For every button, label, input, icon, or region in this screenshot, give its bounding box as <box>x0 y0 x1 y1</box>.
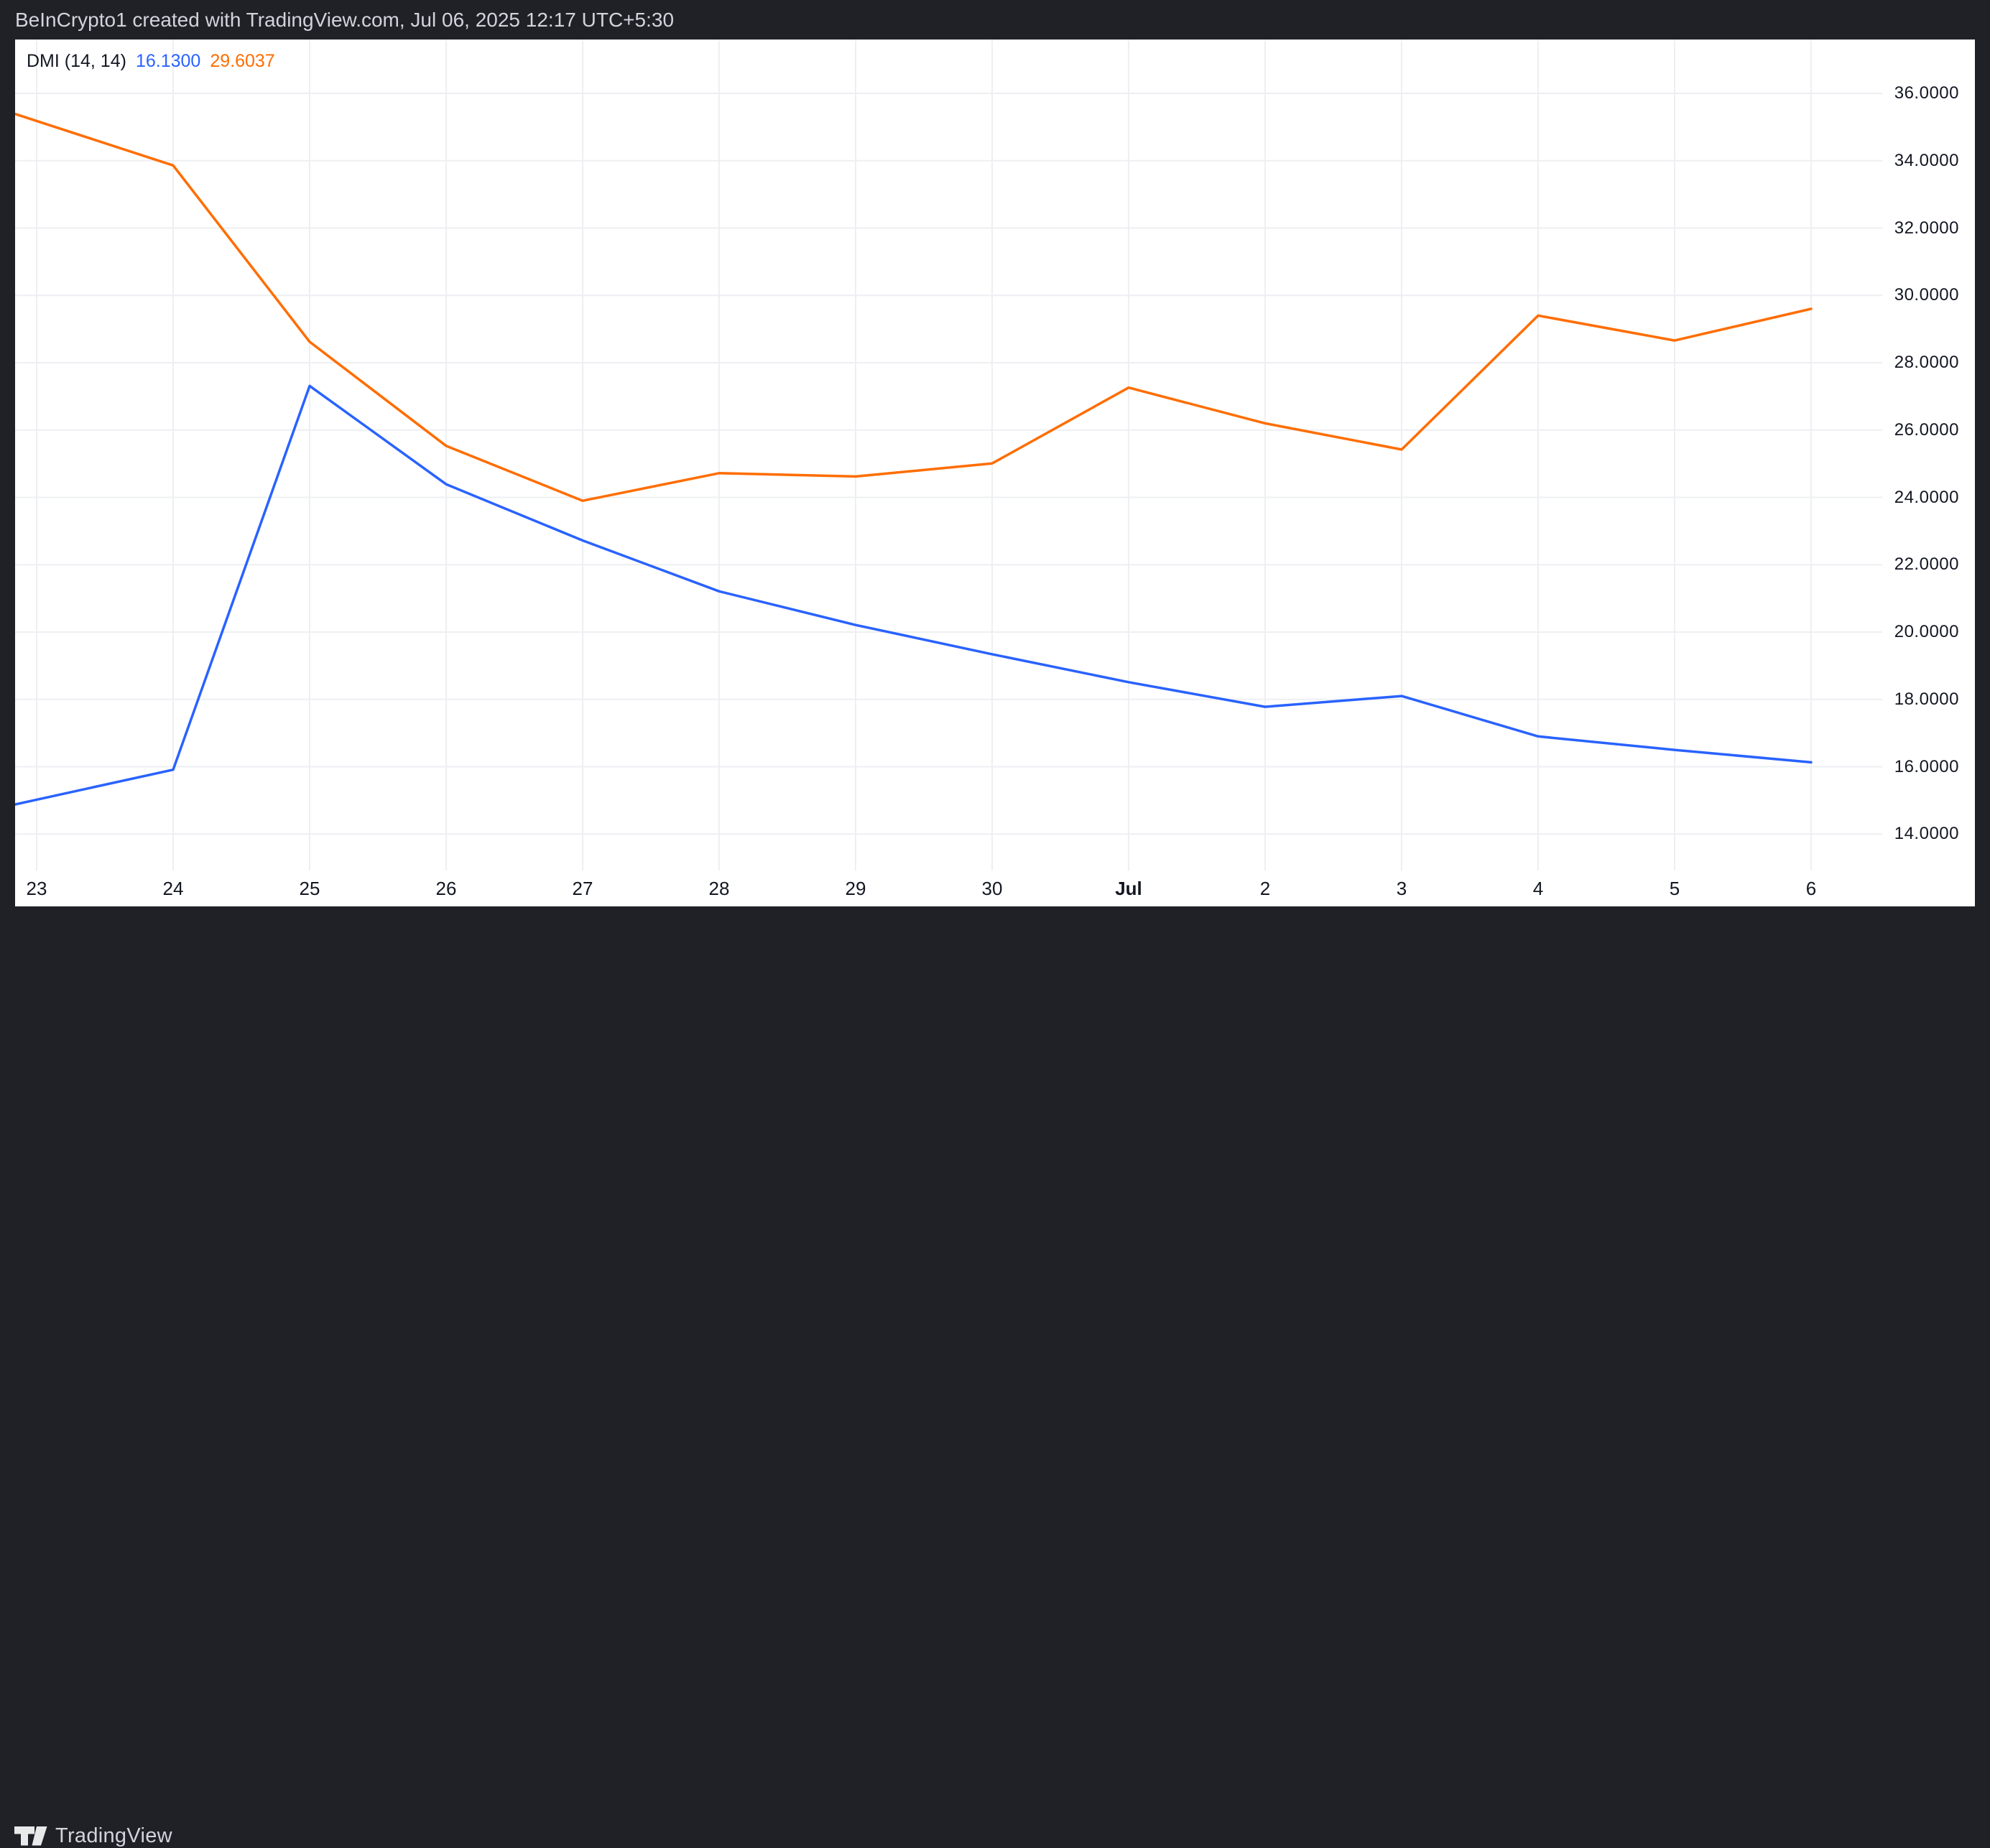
time-label: 5 <box>1669 878 1680 899</box>
price-label: 34.0000 <box>1894 150 1959 170</box>
header-attribution-text: BeInCrypto1 created with TradingView.com… <box>15 9 675 31</box>
chart-pane[interactable]: DMI (14, 14) 16.1300 29.6037 36.0000 34.0… <box>15 40 1975 906</box>
price-label: 18.0000 <box>1894 689 1959 709</box>
plot-svg[interactable] <box>15 40 1975 906</box>
time-label: 27 <box>572 878 593 899</box>
time-label: 3 <box>1396 878 1407 899</box>
gridlines <box>15 40 1882 870</box>
tradingview-attribution-link[interactable]: TradingView <box>14 1824 172 1848</box>
tradingview-wordmark: TradingView <box>55 1824 172 1847</box>
di-minus-value: 29.6037 <box>210 51 275 71</box>
time-label: 28 <box>708 878 730 899</box>
price-label: 28.0000 <box>1894 353 1959 372</box>
indicator-legend[interactable]: DMI (14, 14) 16.1300 29.6037 <box>27 51 275 72</box>
di-plus-value: 16.1300 <box>135 51 201 71</box>
tradingview-logo-icon <box>14 1826 47 1846</box>
footer-bar: TradingView <box>0 906 1990 1847</box>
time-label: 2 <box>1259 878 1271 899</box>
price-label: 16.0000 <box>1894 756 1959 776</box>
header-bar: BeInCrypto1 created with TradingView.com… <box>0 0 1990 40</box>
price-label: 36.0000 <box>1894 83 1959 103</box>
time-label: 24 <box>162 878 184 899</box>
time-label: 30 <box>981 878 1003 899</box>
price-label: 30.0000 <box>1894 285 1959 305</box>
time-label: 29 <box>845 878 866 899</box>
indicator-title[interactable]: DMI (14, 14) <box>27 51 126 71</box>
time-label: 23 <box>26 878 47 899</box>
price-label: 26.0000 <box>1894 419 1959 440</box>
time-label: Jul <box>1115 878 1142 899</box>
time-label: 4 <box>1532 878 1544 899</box>
time-label: 26 <box>435 878 457 899</box>
time-label: 25 <box>299 878 320 899</box>
price-label: 24.0000 <box>1894 487 1959 507</box>
di-plus-line <box>15 384 1813 806</box>
price-label: 32.0000 <box>1894 218 1959 238</box>
price-label: 20.0000 <box>1894 622 1959 641</box>
price-label: 14.0000 <box>1894 824 1959 844</box>
time-label: 6 <box>1805 878 1817 899</box>
di-minus-line <box>15 112 1813 502</box>
price-label: 22.0000 <box>1894 554 1959 575</box>
